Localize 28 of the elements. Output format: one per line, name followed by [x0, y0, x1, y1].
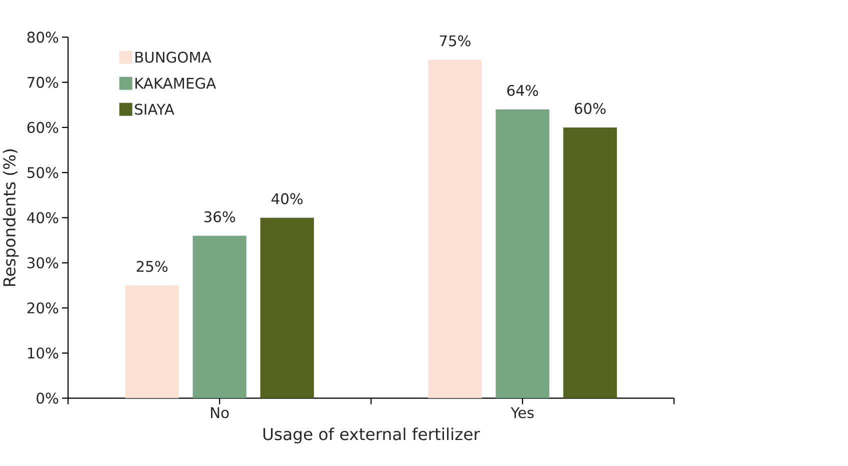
x-axis-title: Usage of external fertilizer [263, 428, 480, 444]
data-label: 36% [204, 211, 236, 222]
y-tick-label: 70% [28, 76, 58, 88]
y-tick-label: 50% [28, 167, 58, 178]
data-label: 25% [136, 260, 168, 272]
y-axis-title: Respondents (%) [2, 150, 19, 286]
y-tick-label: 0% [36, 392, 58, 404]
y-tick-label: 80% [27, 32, 58, 43]
y-tick-label: 60% [27, 122, 58, 134]
y-tick-label: 30% [28, 257, 58, 269]
y-tick-label: 20% [27, 302, 58, 314]
legend-label: BUNGOMA [135, 52, 212, 63]
bar [428, 60, 482, 398]
bar [563, 128, 617, 398]
x-tick-label: No [211, 407, 229, 418]
x-tick-label: Yes [510, 407, 534, 418]
data-label: 40% [272, 193, 303, 204]
bar [125, 286, 179, 398]
legend-label: SIAYA [134, 104, 174, 115]
data-label: 64% [507, 85, 538, 96]
data-label: 60% [574, 103, 606, 114]
y-tick-label: 10% [28, 348, 58, 359]
y-tick-label: 40% [27, 212, 58, 224]
data-label: 75% [440, 35, 470, 46]
bar [260, 218, 314, 398]
legend-label: KAKAMEGA [135, 78, 216, 89]
bar [192, 236, 246, 398]
bar [496, 110, 550, 398]
